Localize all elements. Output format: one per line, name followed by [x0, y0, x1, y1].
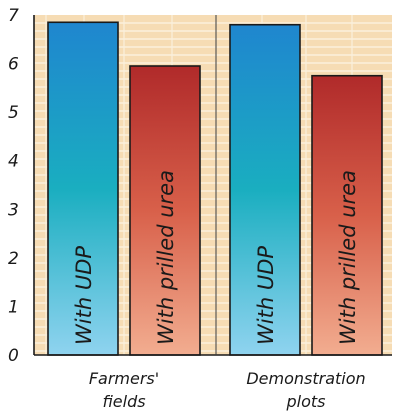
- labels: 0 1 2 3 4 5 6 7 With UDP With prilled urea Farmers…: [8, 6, 366, 411]
- bar-label: With prilled urea: [154, 170, 178, 345]
- category-label: plots: [286, 392, 326, 411]
- axis: [33, 15, 392, 356]
- y-tick-label: 2: [8, 249, 19, 269]
- category-label: fields: [102, 392, 145, 411]
- y-tick-label: 6: [8, 55, 19, 75]
- y-tick-label: 3: [8, 200, 19, 220]
- bar-label: With prilled urea: [336, 170, 360, 345]
- bar: [47, 21, 119, 356]
- y-tick-label: 5: [8, 103, 19, 123]
- bar: [229, 23, 301, 356]
- y-tick-label: 0: [8, 346, 19, 366]
- bar: [129, 65, 201, 356]
- bar-label: With UDP: [72, 246, 96, 345]
- y-tick-label: 7: [8, 6, 19, 26]
- category-label: Farmers': [89, 369, 159, 388]
- category-label: Demonstration: [246, 369, 365, 388]
- bars: [47, 21, 383, 356]
- bar-label: With UDP: [254, 246, 278, 345]
- y-tick-label: 4: [8, 152, 19, 172]
- y-tick-label: 1: [8, 297, 19, 317]
